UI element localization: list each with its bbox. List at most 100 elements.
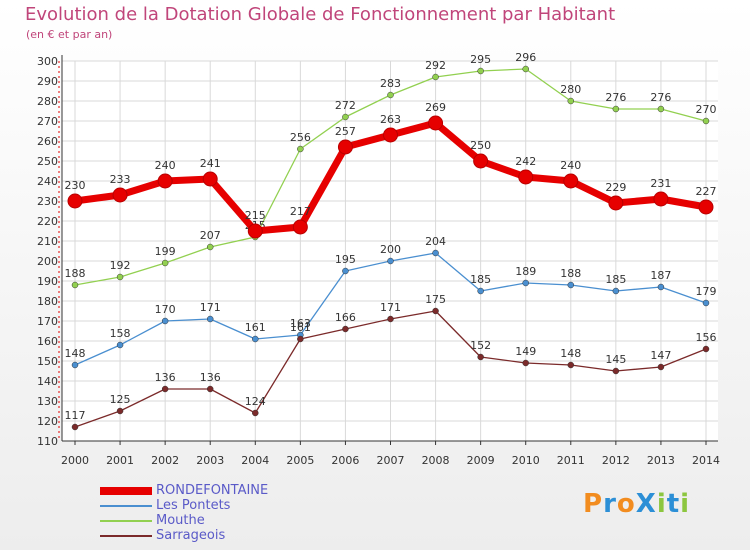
data-label: 148 bbox=[65, 347, 86, 360]
y-tick-label: 170 bbox=[37, 315, 58, 328]
data-point bbox=[292, 219, 308, 235]
chart-legend: RONDEFONTAINE Les Pontets Mouthe Sarrageois bbox=[100, 483, 360, 543]
proxiti-logo: ProXiti bbox=[583, 489, 690, 519]
data-label: 233 bbox=[110, 173, 131, 186]
x-tick-label: 2005 bbox=[286, 454, 314, 467]
data-point bbox=[342, 113, 349, 121]
data-label: 171 bbox=[380, 301, 401, 314]
data-point bbox=[297, 145, 304, 153]
data-point bbox=[71, 423, 79, 431]
legend-item: Mouthe bbox=[100, 513, 360, 528]
data-point bbox=[567, 281, 575, 289]
y-tick-label: 240 bbox=[37, 175, 58, 188]
data-point bbox=[477, 353, 484, 361]
data-point bbox=[612, 105, 620, 113]
x-tick-label: 2004 bbox=[241, 454, 269, 467]
data-label: 124 bbox=[245, 395, 266, 408]
x-tick-label: 2010 bbox=[512, 454, 540, 467]
data-point bbox=[522, 359, 529, 367]
data-point bbox=[653, 191, 669, 207]
data-point bbox=[206, 385, 214, 393]
data-label: 156 bbox=[696, 331, 717, 344]
x-tick-label: 2014 bbox=[692, 454, 720, 467]
data-point bbox=[698, 199, 714, 215]
legend-swatch bbox=[100, 519, 152, 522]
logo-letter: X bbox=[635, 489, 657, 519]
data-point bbox=[116, 273, 124, 281]
legend-item: RONDEFONTAINE bbox=[100, 483, 360, 498]
y-tick-label: 120 bbox=[37, 415, 58, 428]
data-point bbox=[337, 139, 353, 155]
x-tick-label: 2003 bbox=[196, 454, 224, 467]
legend-item: Les Pontets bbox=[100, 498, 360, 513]
data-label: 189 bbox=[515, 265, 536, 278]
x-tick-label: 2007 bbox=[377, 454, 405, 467]
data-label: 149 bbox=[515, 345, 536, 358]
data-label: 229 bbox=[605, 181, 626, 194]
data-label: 256 bbox=[290, 131, 311, 144]
data-label: 227 bbox=[696, 185, 717, 198]
y-tick-label: 180 bbox=[37, 295, 58, 308]
data-label: 136 bbox=[200, 371, 221, 384]
line-chart: 1101201301401501601701801902002102202302… bbox=[37, 51, 720, 467]
chart-subtitle: (en € et par an) bbox=[26, 28, 113, 41]
data-label: 231 bbox=[650, 177, 671, 190]
data-point bbox=[161, 385, 169, 393]
data-label: 188 bbox=[560, 267, 581, 280]
x-tick-label: 2012 bbox=[602, 454, 630, 467]
data-point bbox=[432, 73, 439, 81]
data-label: 215 bbox=[245, 209, 266, 222]
data-point bbox=[657, 363, 665, 371]
y-tick-label: 160 bbox=[37, 335, 58, 348]
data-label: 240 bbox=[155, 159, 176, 172]
data-point bbox=[657, 283, 665, 291]
data-label: 170 bbox=[155, 303, 176, 316]
x-tick-label: 2002 bbox=[151, 454, 179, 467]
data-label: 199 bbox=[155, 245, 176, 258]
data-label: 145 bbox=[605, 353, 626, 366]
data-point bbox=[432, 307, 439, 315]
y-tick-label: 270 bbox=[37, 115, 58, 128]
data-point bbox=[522, 279, 529, 287]
data-label: 270 bbox=[696, 103, 717, 116]
data-label: 147 bbox=[650, 349, 671, 362]
data-point bbox=[247, 223, 263, 239]
data-point bbox=[387, 257, 394, 265]
data-label: 269 bbox=[425, 101, 446, 114]
data-label: 250 bbox=[470, 139, 491, 152]
data-label: 185 bbox=[605, 273, 626, 286]
y-tick-label: 290 bbox=[37, 75, 58, 88]
data-point bbox=[157, 173, 173, 189]
data-label: 195 bbox=[335, 253, 356, 266]
y-tick-label: 250 bbox=[37, 155, 58, 168]
data-label: 230 bbox=[65, 179, 86, 192]
y-tick-label: 110 bbox=[37, 435, 58, 448]
data-point bbox=[657, 105, 665, 113]
data-point bbox=[473, 153, 489, 169]
data-point bbox=[71, 361, 79, 369]
data-label: 263 bbox=[380, 113, 401, 126]
y-tick-label: 210 bbox=[37, 235, 58, 248]
y-tick-label: 260 bbox=[37, 135, 58, 148]
x-tick-label: 2013 bbox=[647, 454, 675, 467]
data-point bbox=[342, 267, 349, 275]
logo-letter: t bbox=[666, 489, 681, 519]
data-label: 242 bbox=[515, 155, 536, 168]
data-label: 272 bbox=[335, 99, 356, 112]
data-label: 240 bbox=[560, 159, 581, 172]
data-point bbox=[702, 345, 710, 353]
data-label: 295 bbox=[470, 53, 491, 66]
data-point bbox=[702, 299, 710, 307]
data-label: 192 bbox=[110, 259, 131, 272]
data-label: 292 bbox=[425, 59, 446, 72]
data-point bbox=[612, 287, 620, 295]
data-label: 217 bbox=[290, 205, 311, 218]
x-tick-label: 2008 bbox=[422, 454, 450, 467]
data-point bbox=[161, 317, 169, 325]
legend-label: Sarrageois bbox=[156, 528, 226, 543]
data-label: 175 bbox=[425, 293, 446, 306]
legend-swatch bbox=[100, 534, 152, 537]
data-label: 276 bbox=[605, 91, 626, 104]
